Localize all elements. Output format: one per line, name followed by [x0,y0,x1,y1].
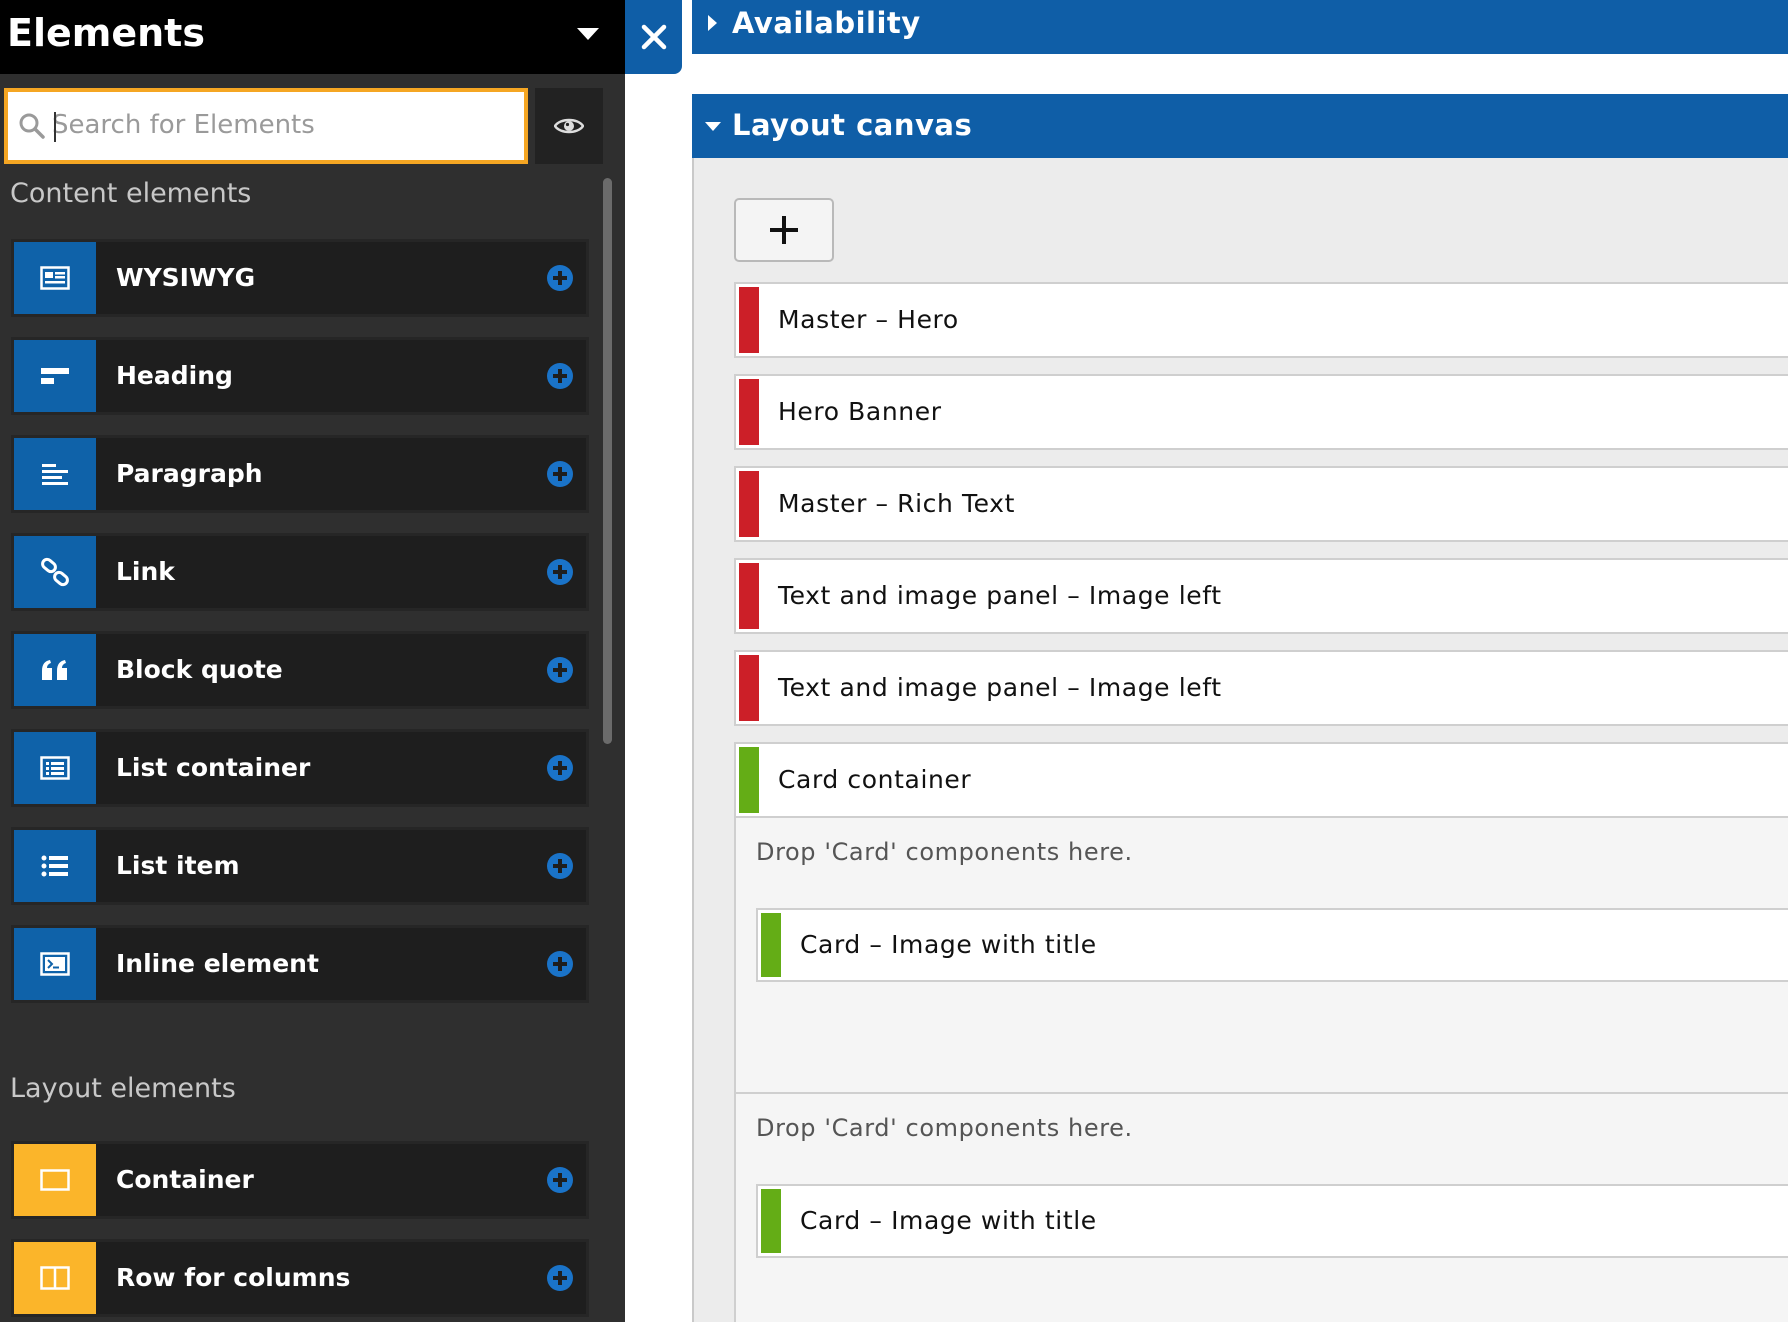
list-item-icon [14,830,96,902]
drop-zone-hint: Drop 'Card' components here. [756,838,1133,866]
card-drop-zone[interactable]: Drop 'Card' components here. Card – Imag… [734,1094,1788,1322]
element-item-row-for-columns[interactable]: Row for columns [14,1242,586,1314]
sidebar-header: Elements [0,0,625,74]
element-label: Block quote [116,655,283,684]
element-label: WYSIWYG [116,263,256,292]
search-icon [18,112,46,140]
element-item-wysiwyg[interactable]: WYSIWYG [14,242,586,314]
caret-right-icon [708,15,717,31]
search-input[interactable] [52,100,512,150]
status-indicator [739,287,759,353]
element-label: Row for columns [116,1263,351,1292]
element-item-inline-element[interactable]: Inline element [14,928,586,1000]
list-container-icon [14,732,96,804]
element-item-list-container[interactable]: List container [14,732,586,804]
plus-circle-icon[interactable] [546,264,574,292]
element-item-paragraph[interactable]: Paragraph [14,438,586,510]
component-label: Master – Hero [778,305,959,334]
status-indicator [739,563,759,629]
plus-circle-icon[interactable] [546,1264,574,1292]
caret-down-icon[interactable] [576,26,600,42]
card-label: Card – Image with title [800,1206,1097,1235]
status-indicator [739,655,759,721]
plus-circle-icon[interactable] [546,656,574,684]
status-indicator [739,471,759,537]
layout-canvas-panel-header[interactable]: Layout canvas [692,94,1788,158]
columns-icon [14,1242,96,1314]
component-row[interactable]: Master – Rich Text [734,466,1788,542]
link-icon [14,536,96,608]
availability-panel-header[interactable]: Availability [692,0,1788,54]
layout-canvas-title: Layout canvas [732,108,973,142]
plus-circle-icon[interactable] [546,950,574,978]
plus-circle-icon[interactable] [546,362,574,390]
card-component-row[interactable]: Card – Image with title [756,908,1788,982]
container-icon [14,1144,96,1216]
card-component-row[interactable]: Card – Image with title [756,1184,1788,1258]
element-label: List item [116,851,240,880]
element-label: Paragraph [116,459,263,488]
element-item-container[interactable]: Container [14,1144,586,1216]
element-item-heading[interactable]: Heading [14,340,586,412]
quote-icon [14,634,96,706]
close-icon [641,24,666,50]
inline-element-icon [14,928,96,1000]
card-container-row[interactable]: Card container [734,742,1788,818]
eye-icon[interactable] [535,88,603,164]
status-indicator [761,913,781,977]
component-row[interactable]: Text and image panel – Image left [734,558,1788,634]
element-label: Inline element [116,949,319,978]
element-label: Heading [116,361,233,390]
plus-icon [770,216,798,244]
add-component-button[interactable] [734,198,834,262]
content-elements-label: Content elements [10,178,252,209]
status-indicator [761,1189,781,1253]
element-item-block-quote[interactable]: Block quote [14,634,586,706]
element-label: List container [116,753,311,782]
drop-zone-hint: Drop 'Card' components here. [756,1114,1133,1142]
text-cursor [54,112,56,142]
component-row[interactable]: Text and image panel – Image left [734,650,1788,726]
component-row[interactable]: Master – Hero [734,282,1788,358]
plus-circle-icon[interactable] [546,754,574,782]
sidebar-scrollbar-thumb[interactable] [603,178,612,744]
plus-circle-icon[interactable] [546,558,574,586]
element-label: Container [116,1165,254,1194]
component-label: Card container [778,765,972,794]
plus-circle-icon[interactable] [546,460,574,488]
component-label: Hero Banner [778,397,942,426]
heading-icon [14,340,96,412]
elements-sidebar: Elements Content elements [0,0,625,1322]
layout-elements-label: Layout elements [10,1073,236,1104]
status-indicator [739,747,759,813]
component-row[interactable]: Hero Banner [734,374,1788,450]
component-label: Text and image panel – Image left [778,673,1222,702]
sidebar-title: Elements [7,11,205,55]
caret-down-icon [705,122,721,131]
element-label: Link [116,557,175,586]
plus-circle-icon[interactable] [546,852,574,880]
paragraph-icon [14,438,96,510]
status-indicator [739,379,759,445]
close-button[interactable] [625,0,682,74]
card-label: Card – Image with title [800,930,1097,959]
search-box [4,88,528,164]
component-label: Master – Rich Text [778,489,1015,518]
component-label: Text and image panel – Image left [778,581,1222,610]
element-item-link[interactable]: Link [14,536,586,608]
wysiwyg-icon [14,242,96,314]
availability-title: Availability [732,6,921,40]
plus-circle-icon[interactable] [546,1166,574,1194]
card-drop-zone[interactable]: Drop 'Card' components here. Card – Imag… [734,818,1788,1094]
element-item-list-item[interactable]: List item [14,830,586,902]
